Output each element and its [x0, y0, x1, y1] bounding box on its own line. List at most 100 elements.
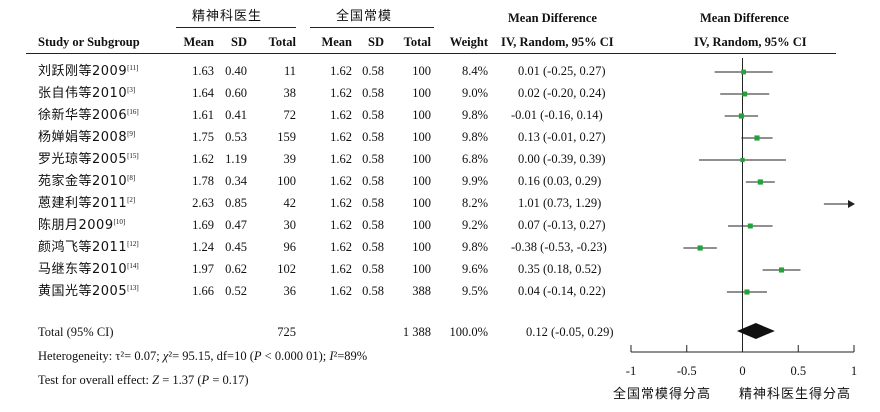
sd1-cell: 0.34 — [225, 174, 247, 188]
sd2-cell: 0.58 — [362, 284, 384, 298]
sd2-cell: 0.58 — [362, 174, 384, 188]
md-ci-cell: 0.02 (-0.20, 0.24) — [518, 86, 606, 100]
ci-arrow — [848, 200, 855, 208]
study-name-text: 陈朋月2009 — [38, 218, 114, 233]
mean2-cell: 1.62 — [330, 262, 352, 276]
sd1-cell: 0.40 — [225, 64, 247, 78]
total1-cell: 38 — [283, 86, 297, 100]
weight-cell: 9.6% — [461, 262, 488, 276]
study-name-text: 苑家金等2010 — [38, 174, 128, 189]
total2-cell: 388 — [412, 284, 431, 298]
weight-cell: 9.9% — [461, 174, 488, 188]
weight-cell: 9.8% — [461, 240, 488, 254]
study-reference: [3] — [127, 86, 136, 94]
total2-value: 1 388 — [402, 325, 431, 339]
study-marker — [697, 245, 703, 251]
study-name: 刘跃刚等2009[11] — [38, 63, 139, 80]
total2-cell: 100 — [412, 86, 431, 100]
total1-cell: 36 — [283, 284, 297, 298]
plot-column-title: Mean Difference — [700, 11, 789, 25]
mean2-cell: 1.62 — [330, 174, 352, 188]
md-ci-cell: 0.07 (-0.13, 0.27) — [518, 218, 606, 232]
plot-method-header: IV, Random, 95% CI — [694, 35, 807, 49]
mean1-cell: 1.61 — [192, 108, 214, 122]
md-ci-cell: 0.16 (0.03, 0.29) — [518, 174, 602, 188]
study-name: 蒽建利等2011[2] — [38, 195, 135, 212]
total-ci: 0.12 (-0.05, 0.29) — [526, 325, 614, 339]
sd2-cell: 0.58 — [362, 262, 384, 276]
mean1-cell: 2.63 — [192, 196, 214, 210]
mean1-cell: 1.64 — [192, 86, 214, 100]
mean1-cell: 1.63 — [192, 64, 214, 78]
total2-cell: 100 — [412, 174, 431, 188]
study-name: 陈朋月2009[10] — [38, 217, 125, 234]
total2-cell: 100 — [412, 218, 431, 232]
mean1-cell: 1.69 — [192, 218, 214, 232]
md-ci-cell: 0.13 (-0.01, 0.27) — [518, 130, 606, 144]
mean1-header: Mean — [183, 35, 214, 49]
total1-cell: 96 — [283, 240, 297, 254]
study-name-text: 马继东等2010 — [38, 262, 128, 277]
sd1-cell: 0.52 — [225, 284, 247, 298]
study-marker — [742, 91, 748, 97]
mean2-header: Mean — [321, 35, 352, 49]
sd1-cell: 0.60 — [225, 86, 247, 100]
study-name: 颜鸿飞等2011[12] — [38, 239, 139, 256]
weight-cell: 9.2% — [461, 218, 488, 232]
study-reference: [10] — [113, 218, 126, 226]
sd1-header: SD — [231, 35, 247, 49]
study-marker — [778, 267, 785, 273]
total2-cell: 100 — [412, 262, 431, 276]
mean1-cell: 1.66 — [192, 284, 214, 298]
study-name-text: 蒽建利等2011 — [38, 196, 128, 211]
sd2-cell: 0.58 — [362, 218, 384, 232]
axis-tick-label: 0.5 — [790, 364, 807, 378]
favours-right-label: 精神科医生得分高 — [738, 387, 851, 402]
weight-cell: 9.5% — [461, 284, 488, 298]
group2-header: 全国常模 — [336, 9, 393, 24]
sd2-cell: 0.58 — [362, 196, 384, 210]
group1-header: 精神科医生 — [192, 9, 263, 24]
axis-tick-label: 1 — [850, 364, 858, 378]
study-reference: [12] — [127, 240, 139, 248]
weight-cell: 6.8% — [461, 152, 488, 166]
md-column-title: Mean Difference — [508, 11, 597, 25]
md-ci-cell: -0.01 (-0.16, 0.14) — [511, 108, 603, 122]
study-name-text: 黄国光等2005 — [38, 284, 128, 299]
total2-cell: 100 — [412, 196, 431, 210]
axis-tick-label: -1 — [625, 364, 637, 378]
total1-cell: 159 — [277, 130, 296, 144]
mean2-cell: 1.62 — [330, 130, 352, 144]
heterogeneity-stat: Heterogeneity: τ²= 0.07; χ²= 95.15, df=1… — [38, 349, 368, 363]
study-marker — [757, 179, 763, 185]
total1-cell: 42 — [283, 196, 297, 210]
study-reference: [11] — [127, 64, 139, 72]
sd2-cell: 0.58 — [362, 240, 384, 254]
md-ci-cell: 0.35 (0.18, 0.52) — [518, 262, 602, 276]
mean1-cell: 1.24 — [192, 240, 214, 254]
sd2-cell: 0.58 — [362, 108, 384, 122]
axis-tick-label: -0.5 — [676, 364, 697, 378]
weight-cell: 9.0% — [461, 86, 488, 100]
study-name: 罗光琼等2005[15] — [38, 151, 139, 168]
study-name: 杨婵娟等2008[9] — [38, 129, 135, 146]
mean2-cell: 1.62 — [330, 218, 352, 232]
study-name-text: 徐新华等2006 — [38, 108, 128, 123]
total-label: Total (95% CI) — [38, 325, 114, 339]
header-rule — [26, 53, 836, 54]
mean2-cell: 1.62 — [330, 152, 352, 166]
weight-header: Weight — [449, 35, 488, 49]
mean2-cell: 1.62 — [330, 64, 352, 78]
total-weight: 100.0% — [449, 325, 488, 339]
study-reference: [2] — [127, 196, 136, 204]
favours-left-label: 全国常模得分高 — [612, 387, 711, 402]
study-name-text: 张自伟等2010 — [38, 86, 128, 101]
study-name: 徐新华等2006[16] — [38, 107, 139, 124]
study-reference: [9] — [127, 130, 136, 138]
sd1-cell: 0.45 — [225, 240, 247, 254]
study-marker — [738, 113, 744, 119]
md-method-header: IV, Random, 95% CI — [501, 35, 614, 49]
study-name-text: 杨婵娟等2008 — [38, 130, 128, 145]
study-name: 马继东等2010[14] — [38, 261, 139, 278]
